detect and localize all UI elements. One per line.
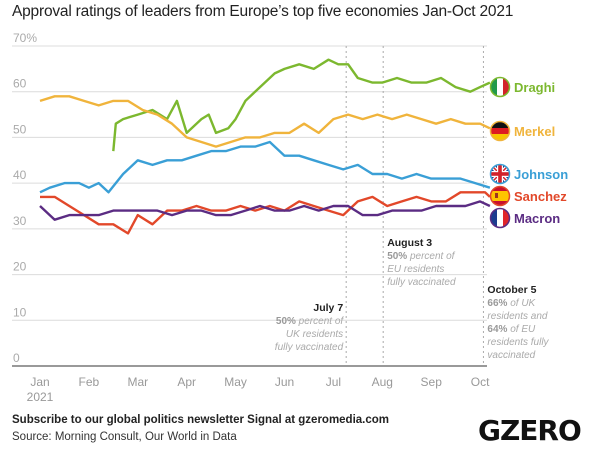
x-tick-label: Oct — [471, 375, 490, 389]
chart-title: Approval ratings of leaders from Europe’… — [12, 3, 514, 20]
annotation-text: UK residents — [286, 329, 343, 340]
flag-border — [489, 76, 511, 98]
series-lines — [39, 58, 491, 235]
series-line-macron — [39, 200, 491, 221]
gridlines — [12, 45, 487, 367]
x-axis-ticks: Jan Feb Mar Apr May Jun Jul Aug Sep Oct 2021 — [27, 375, 490, 404]
annotation-text: fully vaccinated — [387, 277, 456, 288]
italy-flag-icon — [490, 77, 510, 97]
legend-item-draghi: Draghi — [489, 76, 555, 98]
annotation-text: 66% of UK — [487, 298, 536, 309]
series-line-johnson — [39, 140, 491, 194]
y-tick-label: 0 — [13, 351, 20, 365]
legend-item-sanchez: Sanchez — [489, 185, 567, 207]
legend-label: Johnson — [514, 167, 568, 182]
flag-border — [489, 120, 511, 142]
gzero-logo: GZERO — [478, 414, 582, 447]
legend-label: Sanchez — [514, 189, 567, 204]
annotation-date: August 3 — [387, 237, 432, 249]
x-tick-label: Aug — [372, 375, 393, 389]
legend-item-macron: Macron — [489, 207, 560, 229]
flag-border — [489, 207, 511, 229]
x-tick-label: Apr — [177, 375, 196, 389]
y-tick-label: 10 — [13, 305, 27, 319]
y-tick-label: 30 — [13, 214, 27, 228]
germany-flag-icon — [490, 121, 510, 141]
y-tick-label: 20 — [13, 260, 27, 274]
y-tick-label: 40 — [13, 168, 27, 182]
spain-flag-icon — [490, 186, 510, 206]
annotation-text: 64% of EU — [487, 324, 536, 335]
x-tick-label: Jan — [30, 375, 49, 389]
annotation-text: fully vaccinated — [275, 342, 344, 353]
x-tick-label: Sep — [421, 375, 443, 389]
legend: Draghi Merkel Johnson Sanchez Macron — [489, 76, 568, 229]
annotation-date: July 7 — [313, 302, 343, 314]
annotations: July 7 50% percent of UK residents fully va… — [275, 237, 550, 361]
legend-label: Macron — [514, 211, 560, 226]
annotation-text: residents and — [487, 311, 547, 322]
legend-label: Draghi — [514, 80, 555, 95]
series-line-merkel — [39, 95, 491, 148]
x-tick-label: Jun — [275, 375, 294, 389]
series-line-sanchez — [40, 191, 491, 235]
x-year-label: 2021 — [27, 390, 54, 404]
legend-label: Merkel — [514, 124, 555, 139]
annotation-date: October 5 — [487, 284, 536, 296]
y-axis-ticks: 0 10 20 30 40 50 60 70% — [13, 31, 37, 365]
series-line-draghi — [112, 58, 491, 152]
y-tick-label: 70% — [13, 31, 37, 45]
annotation-text: 50% percent of — [276, 316, 344, 327]
annotation-text: 50% percent of — [387, 251, 455, 262]
x-tick-label: Mar — [127, 375, 148, 389]
x-tick-label: May — [224, 375, 247, 389]
legend-item-merkel: Merkel — [489, 120, 555, 142]
source-text: Source: Morning Consult, Our World in Da… — [12, 431, 237, 443]
annotation-text: residents fully — [487, 337, 549, 348]
subscribe-link-text[interactable]: Subscribe to our global politics newslet… — [12, 414, 390, 426]
line-chart: 0 10 20 30 40 50 60 70% Jan Feb Mar Apr May Jun Jul Au… — [12, 31, 568, 404]
x-tick-label: Feb — [79, 375, 100, 389]
y-tick-label: 50 — [13, 122, 27, 136]
y-tick-label: 60 — [13, 77, 27, 91]
flag-border — [489, 185, 511, 207]
x-tick-label: Jul — [326, 375, 341, 389]
flag-border — [489, 163, 511, 185]
annotation-text: EU residents — [387, 264, 444, 275]
annotation-text: vaccinated — [487, 350, 535, 361]
legend-item-johnson: Johnson — [489, 163, 568, 185]
france-flag-icon — [490, 208, 510, 228]
